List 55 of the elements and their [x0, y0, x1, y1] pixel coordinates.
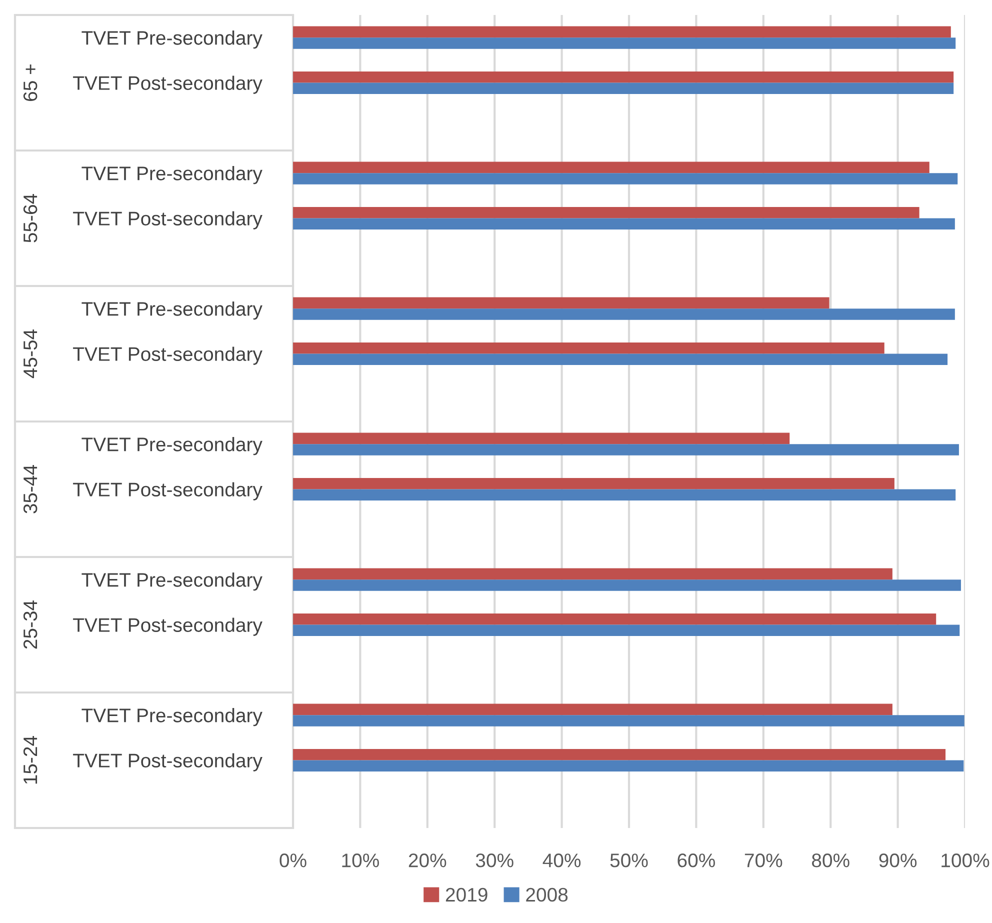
text: 35-44 [23, 464, 38, 514]
bar [293, 624, 960, 636]
bar [293, 748, 946, 760]
y-tick-label: TVET Pre-secondary [82, 572, 262, 591]
bar [293, 26, 951, 38]
x-tick-label: 50% [610, 854, 648, 868]
x-tick-label: 20% [408, 854, 446, 868]
bar [293, 444, 959, 456]
y-tick-label: TVET Pre-secondary [82, 302, 262, 320]
y-tick-label: TVET Post-secondary [73, 76, 262, 94]
y-tick-label: TVET Post-secondary [73, 482, 262, 500]
x-tick-label: 70% [744, 854, 782, 868]
legend-label: 2008 [526, 888, 568, 902]
bar [293, 342, 884, 354]
x-tick-label: 10% [342, 854, 379, 868]
y-tick-label: TVET Post-secondary [73, 211, 262, 230]
bar [293, 82, 954, 94]
y-tick-label: TVET Pre-secondary [82, 708, 262, 726]
bar [293, 580, 961, 591]
bar [293, 297, 830, 309]
text: 45-54 [24, 329, 38, 378]
bar [293, 173, 958, 184]
bar [293, 715, 964, 726]
bar [293, 354, 948, 366]
text: 25-34 [23, 600, 38, 649]
bar [293, 218, 955, 230]
y-tick-label: TVET Pre-secondary [82, 437, 262, 456]
y-tick-label: TVET Pre-secondary [82, 30, 262, 49]
x-tick-label: 60% [678, 854, 715, 868]
bar [293, 568, 892, 580]
text: 15-24 [23, 736, 38, 784]
bar [293, 308, 955, 320]
x-tick-label: 90% [879, 854, 917, 868]
text: 65 + [23, 64, 38, 101]
bar [293, 432, 790, 444]
y-tick-label: TVET Post-secondary [73, 753, 262, 772]
y-tick-label: TVET Post-secondary [73, 346, 262, 365]
x-tick-label: 30% [476, 854, 514, 868]
bar [293, 613, 936, 625]
bar [293, 38, 956, 49]
x-tick-label: 80% [812, 854, 850, 868]
bar [293, 760, 964, 772]
bar [293, 704, 892, 716]
x-tick-label: 40% [542, 854, 581, 868]
bar [293, 478, 894, 490]
legend-label: 2019 [446, 888, 488, 902]
y-tick-label: TVET Post-secondary [73, 618, 262, 636]
y-tick-label: TVET Pre-secondary [82, 166, 262, 184]
bar [293, 489, 956, 501]
bar [293, 71, 954, 83]
x-tick-label: 100% [942, 854, 990, 868]
x-tick-label: 0% [280, 854, 306, 868]
bar [293, 162, 930, 174]
text: 55-64 [23, 194, 38, 242]
bar [293, 206, 920, 218]
